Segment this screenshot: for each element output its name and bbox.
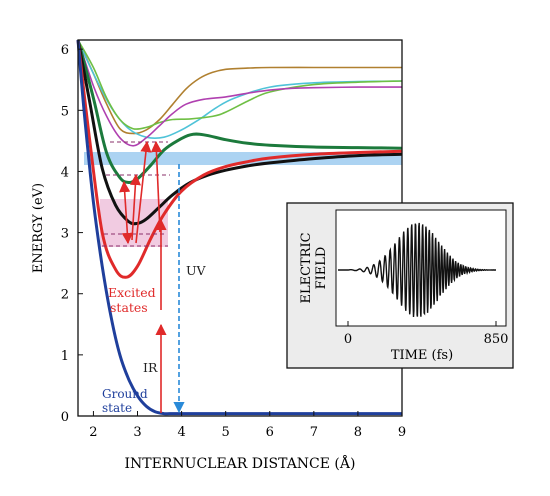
x-tick-label-8: 8 <box>354 425 362 440</box>
potential-curve-7 <box>77 39 403 147</box>
transition-arrows <box>119 140 185 414</box>
excite-arrow-mid <box>129 173 141 241</box>
y-tick-label-6: 6 <box>61 43 69 58</box>
excite-arrow-right <box>135 140 152 244</box>
ground-state-label: Ground state <box>102 387 148 415</box>
ir-label: IR <box>143 360 158 375</box>
inset-tick-label-0: 0 <box>344 332 352 347</box>
potential-curve-5 <box>77 39 403 139</box>
electric-field-inset: 0 850 TIME (fs) ELECTRIC FIELD <box>286 202 514 369</box>
potential-curve-3 <box>76 39 403 185</box>
x-tick-label-5: 5 <box>222 425 230 440</box>
y-tick-label-5: 5 <box>61 104 69 119</box>
electric-field-pulse <box>338 222 496 318</box>
x-tick-label-2: 2 <box>89 425 97 440</box>
y-tick-label-2: 2 <box>61 288 69 303</box>
y-tick-label-0: 0 <box>61 410 69 425</box>
inset-y-title-line2: FIELD <box>314 247 329 290</box>
ground-label-line2: state <box>102 401 132 415</box>
excite-arrow-left <box>119 180 133 245</box>
y-axis-title: ENERGY (eV) <box>31 183 46 273</box>
main-plot-ticks: 2 3 4 5 6 7 8 9 0 1 2 3 4 5 6 <box>61 43 406 440</box>
inset-x-title: TIME (fs) <box>391 348 453 363</box>
x-axis-title: INTERNUCLEAR DISTANCE (Å) <box>125 454 356 472</box>
y-tick-label-4: 4 <box>61 165 69 180</box>
inset-y-title-line1: ELECTRIC <box>299 232 314 303</box>
excited-label-line2: states <box>110 300 148 315</box>
y-tick-label-3: 3 <box>61 227 69 242</box>
x-tick-label-9: 9 <box>398 425 406 440</box>
ground-label-line1: Ground <box>102 387 148 401</box>
y-tick-label-1: 1 <box>61 349 69 364</box>
x-tick-label-4: 4 <box>177 425 185 440</box>
x-tick-label-6: 6 <box>266 425 274 440</box>
x-tick-label-7: 7 <box>310 425 318 440</box>
inset-tick-label-850: 850 <box>484 332 509 347</box>
potential-curve-1 <box>76 39 403 279</box>
potential-curve-2 <box>76 39 403 226</box>
potential-curve-4 <box>77 39 402 135</box>
potential-curve-6 <box>77 39 403 130</box>
excite-arrow-up <box>150 140 163 233</box>
uv-label: UV <box>186 263 207 278</box>
x-tick-label-3: 3 <box>133 425 141 440</box>
excited-states-label: Excited states <box>108 285 156 315</box>
excited-label-line1: Excited <box>108 285 156 300</box>
